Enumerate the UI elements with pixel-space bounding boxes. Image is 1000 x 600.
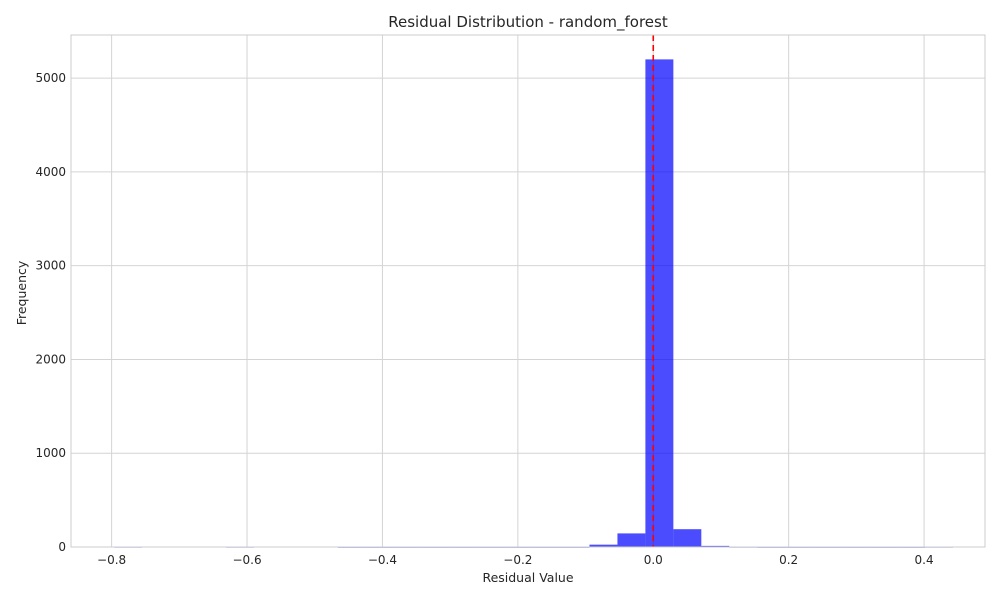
x-tick-label: −0.4 — [368, 553, 397, 567]
x-tick-label: 0.4 — [915, 553, 934, 567]
y-tick-label: 3000 — [35, 259, 66, 273]
plot-frame — [70, 34, 986, 548]
x-tick-label: −0.6 — [232, 553, 261, 567]
y-tick-label: 1000 — [35, 446, 66, 460]
y-tick-label: 0 — [58, 540, 66, 554]
y-axis-label: Frequency — [14, 260, 29, 325]
histogram-bar — [673, 529, 702, 547]
x-tick-label: 0.0 — [644, 553, 663, 567]
x-axis-label: Residual Value — [482, 570, 573, 585]
histogram-bar — [589, 544, 618, 547]
grid-lines — [71, 35, 985, 548]
x-tick-label: −0.8 — [97, 553, 126, 567]
x-tick-labels: −0.8 −0.6 −0.4 −0.2 0.0 0.2 0.4 — [97, 553, 934, 567]
histogram-bar — [645, 59, 674, 547]
histogram-bar — [701, 545, 730, 547]
histogram-bar — [617, 533, 646, 547]
y-tick-label: 5000 — [35, 71, 66, 85]
chart-title: Residual Distribution - random_forest — [388, 13, 668, 32]
histogram-bars — [114, 59, 953, 548]
y-tick-label: 4000 — [35, 165, 66, 179]
x-tick-label: 0.2 — [779, 553, 798, 567]
y-tick-labels: 0 1000 2000 3000 4000 5000 — [35, 71, 66, 554]
x-tick-label: −0.2 — [503, 553, 532, 567]
y-tick-label: 2000 — [35, 352, 66, 366]
